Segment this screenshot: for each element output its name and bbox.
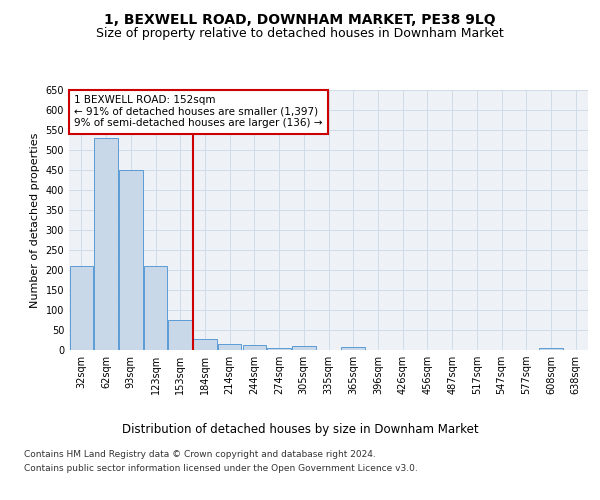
Bar (292, 346, 316, 350)
Text: 1, BEXWELL ROAD, DOWNHAM MARKET, PE38 9LQ: 1, BEXWELL ROAD, DOWNHAM MARKET, PE38 9L… (104, 12, 496, 26)
Bar (119, 170, 143, 350)
Bar (144, 266, 167, 350)
Bar (193, 339, 217, 350)
Y-axis label: Number of detached properties: Number of detached properties (30, 132, 40, 308)
Bar (169, 320, 192, 350)
Text: Size of property relative to detached houses in Downham Market: Size of property relative to detached ho… (96, 28, 504, 40)
Bar (70, 266, 93, 350)
Bar (539, 348, 563, 350)
Text: 1 BEXWELL ROAD: 152sqm
← 91% of detached houses are smaller (1,397)
9% of semi-d: 1 BEXWELL ROAD: 152sqm ← 91% of detached… (74, 95, 323, 128)
Bar (218, 344, 241, 350)
Bar (268, 348, 291, 350)
Text: Distribution of detached houses by size in Downham Market: Distribution of detached houses by size … (122, 422, 478, 436)
Bar (341, 347, 365, 350)
Bar (242, 345, 266, 350)
Bar (94, 138, 118, 350)
Text: Contains public sector information licensed under the Open Government Licence v3: Contains public sector information licen… (24, 464, 418, 473)
Text: Contains HM Land Registry data © Crown copyright and database right 2024.: Contains HM Land Registry data © Crown c… (24, 450, 376, 459)
